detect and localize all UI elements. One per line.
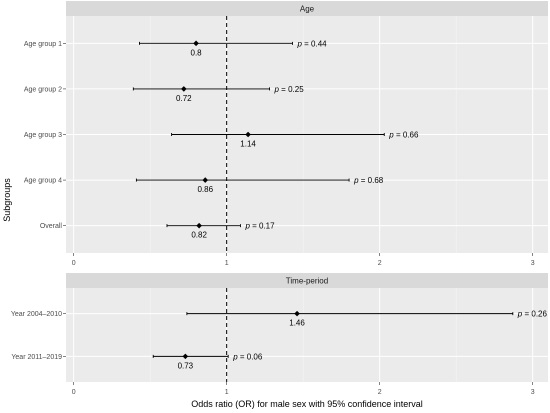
x-tick-label: 3 <box>531 260 535 267</box>
odds-ratio-label: 0.86 <box>197 185 213 194</box>
odds-ratio-point <box>196 222 202 229</box>
x-tick-label: 0 <box>72 389 76 396</box>
y-tick-label: Year 2004–2010 <box>11 311 62 318</box>
odds-ratio-point <box>202 177 209 183</box>
x-tick-label: 2 <box>378 389 382 396</box>
y-tick-label: Overall <box>40 223 63 230</box>
panel-background <box>66 288 548 382</box>
x-tick-label: 0 <box>72 260 76 267</box>
x-tick-label: 1 <box>225 389 229 396</box>
x-tick-label: 3 <box>531 389 535 396</box>
p-value-label: p = 0.26 <box>517 310 548 319</box>
y-tick-label: Age group 1 <box>24 41 62 48</box>
y-tick-label: Age group 3 <box>24 132 62 139</box>
y-tick-label: Age group 4 <box>24 178 62 185</box>
odds-ratio-label: 0.8 <box>191 48 203 57</box>
y-tick-label: Year 2011–2019 <box>11 354 62 361</box>
facet-strip <box>66 273 548 288</box>
x-axis-title: Odds ratio (OR) for male sex with 95% co… <box>191 399 423 409</box>
odds-ratio-label: 0.82 <box>191 231 207 240</box>
odds-ratio-point <box>245 131 251 138</box>
facet-strip-label: Time-period <box>286 277 328 286</box>
odds-ratio-point <box>193 40 199 47</box>
odds-ratio-label: 0.72 <box>176 94 192 103</box>
x-tick-label: 2 <box>378 260 382 267</box>
p-value-label: p = 0.66 <box>388 131 419 140</box>
odds-ratio-point <box>182 353 189 360</box>
odds-ratio-point <box>294 310 300 317</box>
p-value-label: p = 0.25 <box>274 85 305 94</box>
p-value-label: p = 0.17 <box>244 222 275 231</box>
p-value-label: p = 0.06 <box>232 352 263 361</box>
odds-ratio-label: 1.14 <box>240 140 256 149</box>
odds-ratio-point <box>181 86 187 92</box>
p-value-label: p = 0.68 <box>353 176 384 185</box>
odds-ratio-label: 0.73 <box>178 361 194 370</box>
x-tick-label: 1 <box>225 260 229 267</box>
facet-strip <box>66 1 548 16</box>
facet-strip-label: Age <box>300 5 315 14</box>
y-tick-label: Age group 2 <box>24 86 62 93</box>
odds-ratio-label: 1.46 <box>289 319 305 328</box>
y-axis-title: Subgroups <box>2 178 12 222</box>
p-value-label: p = 0.44 <box>296 39 327 48</box>
